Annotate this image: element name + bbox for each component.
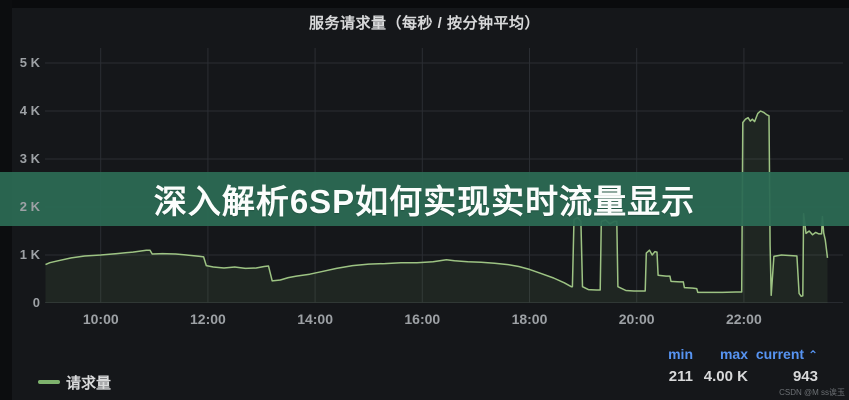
panel-title[interactable]: 服务请求量（每秒 / 按分钟平均） (308, 15, 540, 32)
y-axis-tick-label: 3 K (19, 151, 40, 166)
x-axis-tick-label: 14:00 (297, 311, 333, 327)
series-area-fill (45, 111, 828, 303)
y-axis-tick-label: 1 K (19, 247, 40, 262)
y-axis: 5 K 4 K 3 K 2 K 1 K 0 (0, 0, 40, 400)
stat-header-current[interactable]: current ⌃ (748, 344, 818, 368)
csdn-watermark: CSDN @M ss诶玉 (779, 388, 845, 397)
sort-caret-icon: ⌃ (807, 348, 818, 362)
stat-value-current: 943 (792, 368, 818, 385)
y-axis-tick-label: 2 K (19, 199, 40, 214)
overlay-banner: 深入解析6SP如何实现实时流量显示 (0, 172, 849, 226)
y-axis-tick-label: 4 K (19, 103, 40, 118)
x-axis-tick-label: 20:00 (618, 311, 655, 327)
overlay-banner-text: 深入解析6SP如何实现实时流量显示 (153, 183, 696, 220)
x-axis-tick-label: 18:00 (511, 311, 548, 327)
stat-header-min[interactable]: min (668, 346, 693, 362)
legend-stats: min 211 max 4.00 K current ⌃ 943 (633, 344, 818, 386)
legend-bar: 请求量 min 211 max 4.00 K current ⌃ 943 (0, 340, 849, 400)
stat-header-max[interactable]: max (719, 346, 748, 362)
stat-column-current: current ⌃ 943 (748, 344, 818, 386)
stat-column-max: max 4.00 K (693, 344, 748, 386)
stat-value-max: 4.00 K (703, 368, 748, 385)
x-axis: 10:00 12:00 14:00 16:00 18:00 20:00 22:00 (45, 311, 843, 331)
series-color-swatch (38, 380, 60, 384)
stat-header-current-label: current (755, 346, 805, 362)
x-axis-tick-label: 12:00 (190, 311, 226, 327)
x-axis-tick-label: 16:00 (404, 311, 441, 327)
x-axis-tick-label: 22:00 (725, 311, 762, 327)
y-axis-tick-label: 0 (32, 295, 40, 310)
x-axis-tick-label: 10:00 (82, 311, 119, 327)
page-margin-top (0, 0, 849, 8)
y-axis-tick-label: 5 K (19, 55, 40, 70)
series-legend-label[interactable]: 请求量 (66, 375, 112, 392)
stat-column-min: min 211 (633, 344, 693, 386)
stat-value-min: 211 (668, 368, 693, 385)
